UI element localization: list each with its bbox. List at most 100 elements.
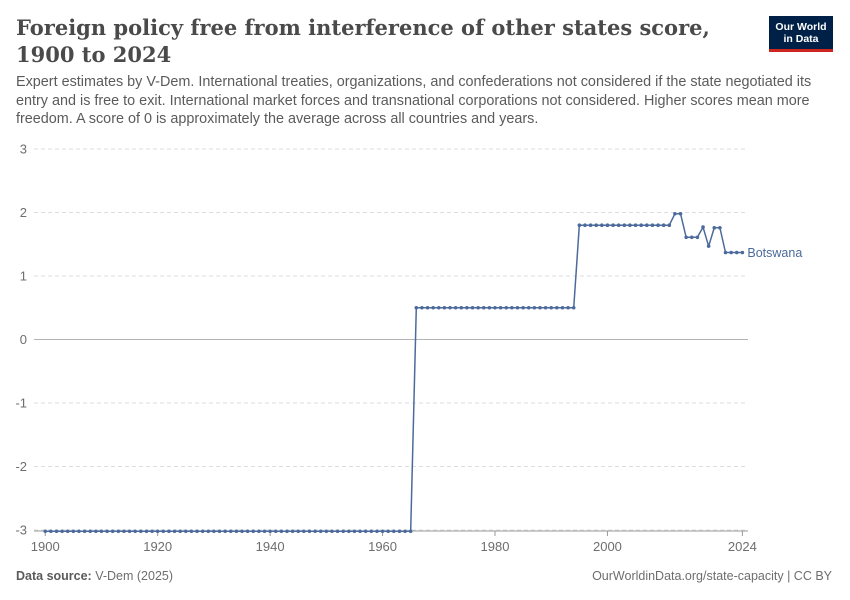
data-point [133, 529, 137, 534]
logo-line-2: in Data [783, 33, 819, 45]
data-point [436, 305, 441, 310]
data-point [105, 529, 109, 534]
data-point [740, 250, 745, 255]
data-point [734, 250, 739, 255]
x-tick-label: 1900 [31, 539, 60, 554]
data-point [268, 529, 272, 534]
series-layer: Botswana [43, 211, 802, 534]
data-point [684, 235, 688, 240]
data-point [380, 529, 385, 534]
data-point [566, 305, 570, 310]
data-point [465, 305, 469, 310]
data-point [583, 223, 587, 227]
data-point [167, 529, 171, 534]
data-source-value[interactable]: V-Dem (2025) [95, 569, 174, 583]
data-point [313, 529, 317, 534]
data-point [324, 529, 329, 534]
data-point [487, 305, 492, 310]
data-point [718, 225, 722, 230]
data-point [594, 223, 599, 227]
data-point [521, 305, 525, 310]
data-point [273, 529, 278, 534]
data-point [689, 235, 694, 240]
data-point [302, 529, 306, 534]
data-point [82, 529, 87, 534]
data-point [392, 529, 396, 534]
axis-layer: 3 2 1 0 -1 -2 -3 1900 1920 1940 1960 1980 2000 2024 [15, 142, 756, 555]
data-source: Data source: V-Dem (2025) [16, 569, 173, 583]
data-point [65, 529, 70, 534]
data-point [571, 305, 576, 310]
data-point [122, 529, 126, 534]
data-point [375, 529, 379, 534]
data-point [386, 529, 390, 534]
data-point [476, 305, 480, 310]
data-point [352, 529, 357, 534]
data-point [420, 305, 424, 310]
data-point [285, 529, 289, 534]
data-point [493, 305, 497, 310]
data-point [549, 305, 554, 310]
data-point [701, 225, 705, 229]
data-point [408, 529, 413, 534]
data-point [189, 529, 194, 534]
data-point [459, 305, 464, 310]
data-point [510, 305, 514, 310]
y-tick-label: -1 [15, 396, 27, 411]
x-tick-label: 1940 [256, 539, 285, 554]
series-label: Botswana [747, 246, 802, 260]
data-point [588, 223, 593, 227]
data-point [555, 305, 559, 310]
x-tick-label: 1920 [143, 539, 172, 554]
data-point [245, 529, 250, 534]
owid-logo[interactable]: Our World in Data [769, 16, 833, 52]
data-point [155, 529, 160, 534]
data-point [330, 529, 334, 534]
data-point [240, 529, 244, 534]
data-point [431, 305, 435, 310]
data-point [335, 529, 340, 534]
data-point [481, 305, 486, 310]
data-point [650, 223, 655, 227]
data-point [448, 305, 452, 310]
data-point [110, 529, 115, 534]
data-point [712, 225, 717, 230]
data-point [645, 223, 649, 227]
data-point [577, 223, 582, 227]
data-point [178, 529, 182, 534]
data-point [262, 529, 267, 534]
data-point [94, 529, 98, 534]
data-point [729, 250, 733, 255]
data-point [639, 223, 643, 227]
logo-line-1: Our World [775, 21, 827, 33]
data-point [99, 529, 104, 534]
data-point [605, 223, 610, 227]
data-point [217, 529, 222, 534]
footer-url[interactable]: OurWorldinData.org/state-capacity | CC B… [592, 569, 832, 583]
data-point [363, 529, 368, 534]
data-point [257, 529, 261, 534]
y-tick-label: -2 [15, 459, 27, 474]
data-point [290, 529, 295, 534]
data-point [560, 305, 565, 310]
data-point [223, 529, 227, 534]
y-tick-label: 2 [20, 205, 27, 220]
data-point [515, 305, 520, 310]
data-point [543, 305, 548, 310]
data-point [397, 529, 402, 534]
data-point [504, 305, 509, 310]
data-point [442, 305, 447, 310]
data-point [228, 529, 233, 534]
data-point [667, 223, 672, 227]
data-point [622, 223, 627, 227]
x-tick-label: 1960 [368, 539, 397, 554]
data-point [88, 529, 93, 534]
data-point [77, 529, 81, 534]
data-point [54, 529, 59, 534]
y-tick-label: 0 [20, 332, 27, 347]
data-point [656, 223, 660, 227]
data-point [341, 529, 346, 534]
data-point [706, 244, 711, 248]
y-tick-label: -3 [15, 523, 27, 538]
data-point [347, 529, 351, 534]
